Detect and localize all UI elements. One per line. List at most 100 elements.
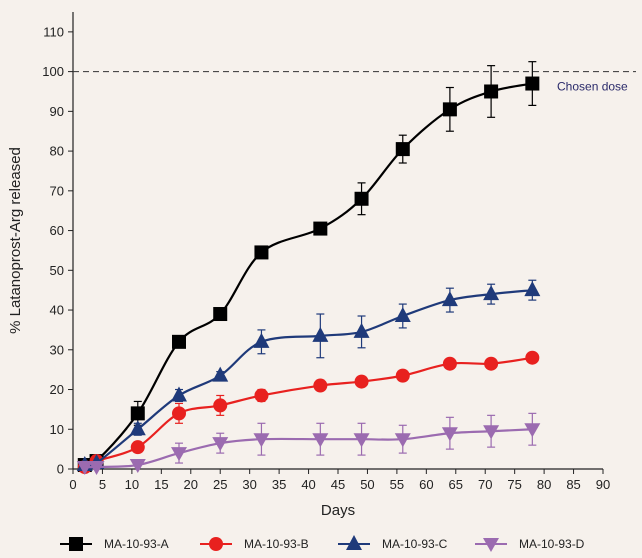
data-point: [254, 245, 269, 260]
data-point: [353, 433, 370, 448]
data-point: [525, 76, 540, 91]
x-axis-title: Days: [321, 502, 355, 519]
x-tick-label: 60: [419, 477, 433, 492]
data-point: [253, 433, 270, 448]
legend-marker: [483, 538, 499, 552]
data-point: [76, 461, 93, 476]
chosen-dose-label: Chosen dose: [557, 80, 628, 94]
legend-marker: [346, 535, 362, 550]
data-point: [353, 322, 370, 338]
x-tick-label: 85: [566, 477, 580, 492]
data-point: [130, 406, 145, 421]
data-point: [524, 423, 541, 438]
y-tick-label: 20: [50, 382, 64, 397]
data-point: [213, 307, 228, 322]
legend-item: MA-10-93-C: [338, 535, 448, 551]
series-line: [84, 356, 533, 468]
y-tick-label: 30: [50, 342, 64, 357]
data-point: [88, 461, 105, 476]
data-point: [442, 102, 457, 117]
data-point: [312, 433, 329, 448]
legend-marker: [69, 537, 83, 551]
data-point: [313, 221, 328, 236]
data-point: [130, 440, 145, 455]
data-point: [483, 285, 500, 301]
reference-line-group: Chosen dose: [73, 71, 636, 94]
x-tick-label: 5: [99, 477, 106, 492]
series-MA-10-93-B: [77, 350, 540, 475]
data-point: [354, 191, 369, 206]
legend-item: MA-10-93-A: [60, 537, 169, 551]
legend-item: MA-10-93-B: [200, 537, 309, 551]
x-tick-label: 30: [242, 477, 256, 492]
y-tick-label: 40: [50, 303, 64, 318]
x-tick-label: 15: [154, 477, 168, 492]
data-point: [313, 378, 328, 393]
series-group: [76, 61, 541, 476]
x-tick-label: 25: [213, 477, 227, 492]
data-point: [129, 459, 146, 474]
axes: 0 5 10 15 20 25 30 35 40 45 50 55 60 65 70 75 80 85 90 0 10 2…: [42, 12, 610, 492]
data-point: [441, 291, 458, 307]
data-point: [442, 356, 457, 371]
data-point: [172, 406, 186, 421]
y-tick-label: 50: [50, 263, 64, 278]
data-point: [483, 425, 500, 440]
x-tick-label: 10: [125, 477, 139, 492]
data-point: [354, 374, 369, 389]
x-tick-label: 65: [449, 477, 463, 492]
y-tick-label: 100: [42, 64, 64, 79]
data-point: [213, 398, 228, 413]
legend: MA-10-93-A MA-10-93-B MA-10-93-C MA-10-93-D: [60, 535, 585, 552]
legend-label: MA-10-93-B: [244, 537, 309, 551]
series-line: [84, 82, 533, 468]
x-tick-label: 75: [507, 477, 521, 492]
y-tick-label: 0: [57, 462, 64, 477]
data-point: [254, 388, 269, 403]
x-tick-label: 20: [184, 477, 198, 492]
data-point: [395, 368, 410, 383]
x-tick-label: 40: [301, 477, 315, 492]
legend-label: MA-10-93-C: [382, 537, 448, 551]
data-point: [171, 447, 187, 462]
x-tick-label: 45: [331, 477, 345, 492]
y-tick-label: 10: [50, 422, 64, 437]
x-tick-label: 80: [537, 477, 551, 492]
data-point: [441, 427, 458, 442]
series-MA-10-93-A: [77, 61, 540, 473]
series-MA-10-93-C: [76, 279, 541, 472]
data-point: [394, 307, 411, 323]
x-tick-label: 90: [596, 477, 610, 492]
data-point: [212, 437, 229, 452]
data-point: [525, 350, 540, 365]
legend-item: MA-10-93-D: [475, 537, 585, 552]
x-tick-label: 70: [478, 477, 492, 492]
data-point: [172, 334, 186, 349]
data-point: [129, 420, 146, 436]
data-point: [484, 356, 499, 371]
legend-label: MA-10-93-A: [104, 537, 169, 551]
data-point: [212, 366, 229, 382]
x-tick-label: 35: [272, 477, 286, 492]
series-MA-10-93-D: [76, 412, 541, 476]
data-point: [312, 326, 329, 342]
legend-marker: [209, 537, 223, 551]
data-point: [171, 386, 187, 402]
data-point: [524, 281, 541, 297]
y-tick-label: 60: [50, 223, 64, 238]
y-tick-label: 110: [43, 24, 64, 39]
y-axis-title: % Latanoprost-Arg released: [7, 147, 24, 334]
y-tick-label: 70: [50, 183, 64, 198]
data-point: [253, 332, 270, 348]
x-tick-label: 55: [390, 477, 404, 492]
data-point: [394, 433, 411, 448]
y-tick-label: 80: [50, 144, 64, 159]
data-point: [484, 84, 499, 99]
y-tick-label: 90: [50, 104, 64, 119]
x-tick-label: 50: [360, 477, 374, 492]
data-point: [395, 142, 410, 157]
x-tick-label: 0: [69, 477, 76, 492]
legend-label: MA-10-93-D: [519, 537, 585, 551]
